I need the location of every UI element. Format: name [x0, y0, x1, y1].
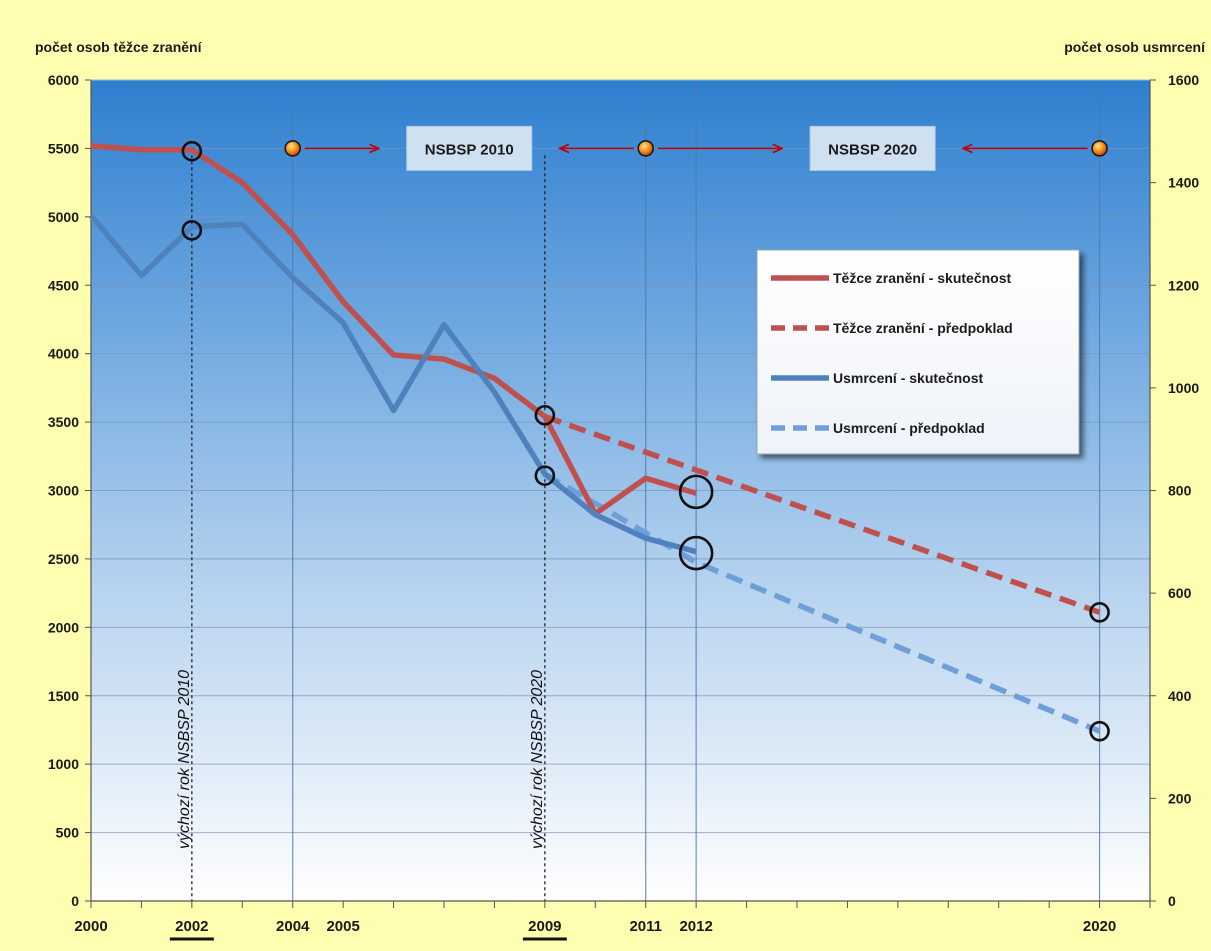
x-tick-label-2002: 2002 — [175, 918, 208, 935]
y-left-axis: 0 500 1000 1500 2000 2500 3000 3500 4000 4500 5000… — [48, 72, 91, 909]
y-left-tick-label-9: 4500 — [48, 277, 79, 293]
y-right-label: počet osob usmrcení — [1064, 39, 1206, 55]
highlight-circle-0 — [181, 140, 203, 162]
series-lines — [88, 142, 1101, 734]
baseline-label-2009: výchozí rok NSBSP 2020 — [529, 670, 546, 849]
y-left-tick-label-3: 1500 — [48, 688, 79, 704]
x-tick-label-2009: 2009 — [528, 918, 561, 935]
y-right-tick-label-6: 1200 — [1168, 277, 1199, 293]
highlight-circle-7 — [1089, 720, 1110, 742]
y-left-tick-label-4: 2000 — [48, 619, 79, 635]
legend-label-1: Těžce zranění - předpoklad — [833, 320, 1013, 336]
legend: Těžce zranění - skutečnost Těžce zranění … — [756, 249, 1080, 455]
x-tick-label-2000: 2000 — [74, 918, 107, 935]
y-left-label: počet osob těžce zranění — [35, 39, 203, 55]
highlight-circle-2 — [534, 404, 556, 426]
x-axis: 2000 2002 2004 2005 2009 2011 2012 2020 — [74, 901, 1151, 941]
milestone-dot-2020 — [1091, 140, 1108, 157]
legend-label-0: Těžce zranění - skutečnost — [833, 270, 1012, 286]
highlight-circle-6 — [1089, 601, 1110, 623]
highlight-circle-5 — [678, 535, 714, 571]
x-tick-label-2011: 2011 — [629, 918, 662, 935]
y-right-tick-label-1: 200 — [1168, 790, 1192, 806]
period-label-1: NSBSP 2020 — [828, 141, 917, 158]
highlight-circle-1 — [181, 220, 203, 241]
y-right-tick-label-7: 1400 — [1168, 175, 1199, 191]
legend-label-3: Usmrcení - předpoklad — [833, 420, 985, 436]
baseline-label-2002: výchozí rok NSBSP 2010 — [176, 670, 193, 849]
legend-label-2: Usmrcení - skutečnost — [833, 370, 983, 386]
y-right-tick-label-5: 1000 — [1168, 380, 1199, 396]
y-left-tick-label-5: 2500 — [48, 551, 79, 567]
legend-box — [756, 249, 1080, 455]
period-boxes: NSBSP 2010 NSBSP 2020 — [406, 125, 936, 171]
x-tick-label-2005: 2005 — [326, 918, 359, 935]
y-right-tick-label-0: 0 — [1168, 893, 1176, 909]
markers — [181, 140, 1110, 742]
y-right-tick-label-2: 400 — [1168, 688, 1192, 704]
y-left-tick-label-7: 3500 — [48, 414, 79, 430]
y-right-tick-label-4: 800 — [1168, 483, 1192, 499]
y-left-tick-label-11: 5500 — [48, 140, 79, 156]
y-left-tick-label-2: 1000 — [48, 756, 79, 772]
period-box-0 — [406, 125, 533, 171]
period-label-0: NSBSP 2010 — [425, 141, 514, 158]
y-left-tick-label-1: 500 — [56, 825, 80, 841]
y-right-tick-label-8: 1600 — [1168, 72, 1199, 88]
highlight-circle-4 — [678, 474, 714, 510]
milestone-dot-2004 — [284, 140, 302, 157]
y-left-tick-label-6: 3000 — [48, 483, 79, 499]
y-left-tick-label-8: 4000 — [48, 346, 79, 362]
series-line-1 — [543, 414, 1101, 615]
period-box-1 — [809, 125, 936, 171]
x-tick-label-2020: 2020 — [1083, 918, 1116, 935]
y-left-tick-label-12: 6000 — [48, 72, 79, 88]
x-tick-label-2004: 2004 — [276, 918, 310, 935]
y-right-axis: 0 200 400 600 800 1000 1200 1400 1600 — [1150, 72, 1199, 909]
x-tick-label-2012: 2012 — [679, 918, 712, 935]
y-right-tick-label-3: 600 — [1168, 585, 1192, 601]
y-left-tick-label-0: 0 — [71, 893, 79, 909]
series-line-2 — [88, 213, 697, 555]
milestone-dot-2011 — [637, 140, 655, 157]
highlight-circle-3 — [534, 465, 556, 486]
series-line-3 — [543, 471, 1101, 734]
y-left-tick-label-10: 5000 — [48, 209, 79, 225]
